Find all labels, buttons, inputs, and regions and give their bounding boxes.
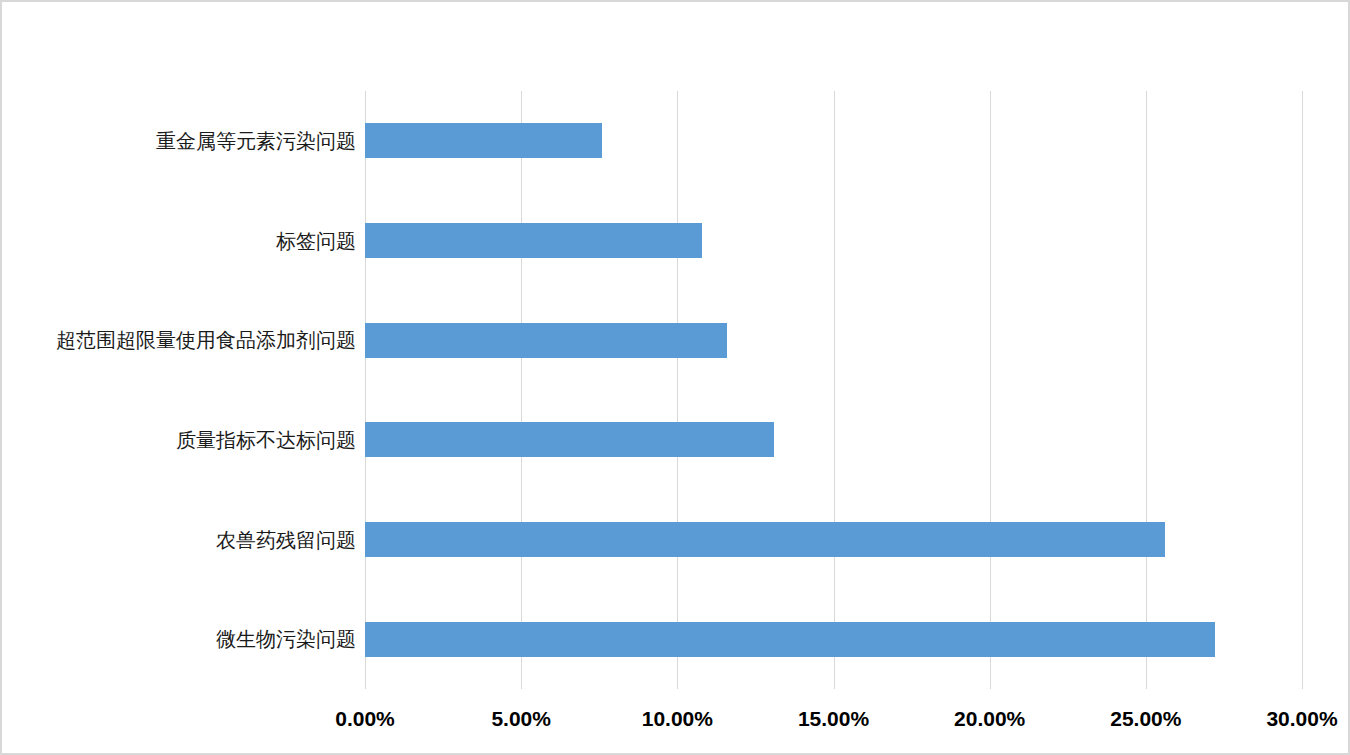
x-tick-label-25.00%: 25.00% — [1076, 707, 1216, 731]
bar-农兽药残留问题 — [365, 522, 1165, 557]
category-label-质量指标不达标问题: 质量指标不达标问题 — [2, 426, 356, 454]
gridline-5.00% — [521, 91, 522, 689]
category-label-重金属等元素污染问题: 重金属等元素污染问题 — [2, 127, 356, 155]
x-tick-label-30.00%: 30.00% — [1232, 707, 1350, 731]
x-tick-label-20.00%: 20.00% — [920, 707, 1060, 731]
x-tick-label-0.00%: 0.00% — [295, 707, 435, 731]
x-tick-label-15.00%: 15.00% — [764, 707, 904, 731]
gridline-10.00% — [677, 91, 678, 689]
bar-chart: 重金属等元素污染问题标签问题超范围超限量使用食品添加剂问题质量指标不达标问题农兽… — [0, 0, 1350, 755]
bar-微生物污染问题 — [365, 622, 1215, 657]
x-tick-label-10.00%: 10.00% — [607, 707, 747, 731]
bar-质量指标不达标问题 — [365, 422, 774, 457]
bar-标签问题 — [365, 223, 702, 258]
gridline-25.00% — [1146, 91, 1147, 689]
category-label-标签问题: 标签问题 — [2, 227, 356, 255]
gridline-0.00% — [365, 91, 366, 689]
bar-重金属等元素污染问题 — [365, 123, 602, 158]
gridline-15.00% — [834, 91, 835, 689]
category-label-超范围超限量使用食品添加剂问题: 超范围超限量使用食品添加剂问题 — [2, 326, 356, 354]
gridline-30.00% — [1302, 91, 1303, 689]
category-label-微生物污染问题: 微生物污染问题 — [2, 625, 356, 653]
x-tick-label-5.00%: 5.00% — [451, 707, 591, 731]
gridline-20.00% — [990, 91, 991, 689]
bar-超范围超限量使用食品添加剂问题 — [365, 323, 727, 358]
category-label-农兽药残留问题: 农兽药残留问题 — [2, 526, 356, 554]
